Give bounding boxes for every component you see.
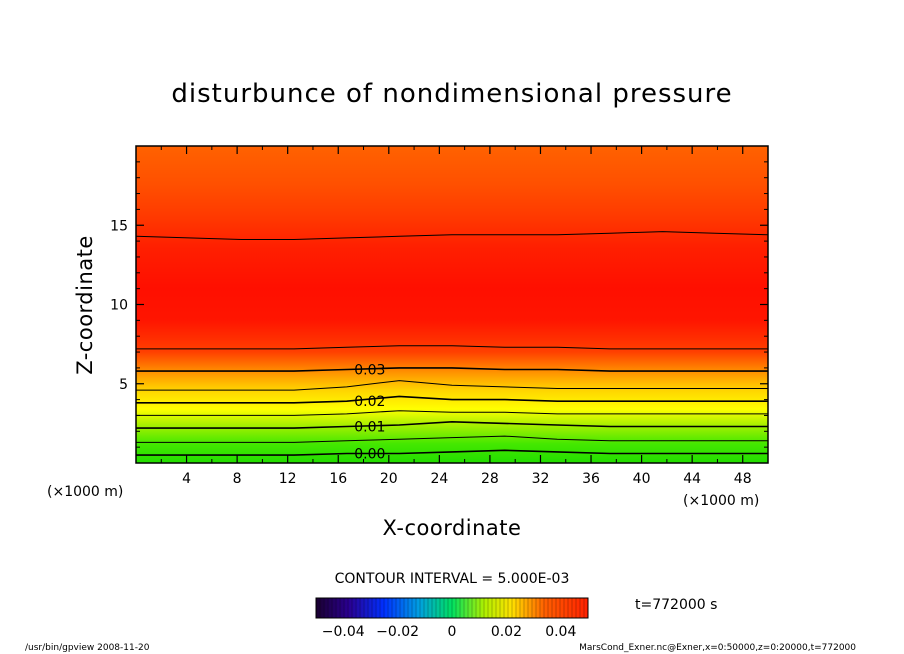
- x-tick-label: 48: [734, 471, 752, 487]
- contour-line: [136, 449, 768, 456]
- contour-line: [136, 435, 768, 443]
- colorbar-tick-label: 0.02: [491, 624, 522, 640]
- colorbar-tick-label: 0: [448, 624, 457, 640]
- contour-interval-label: CONTOUR INTERVAL = 5.000E-03: [335, 571, 570, 587]
- contour-line: [136, 395, 768, 404]
- y-axis-title: Z-coordinate: [73, 235, 97, 375]
- time-label: t=772000 s: [635, 597, 717, 613]
- x-tick-label: 8: [233, 471, 242, 487]
- contour-line: [135, 231, 769, 240]
- x-tick-label: 16: [329, 471, 347, 487]
- x-tick-label: 28: [481, 471, 499, 487]
- contour-line: [136, 380, 768, 391]
- x-tick-label: 12: [279, 471, 297, 487]
- x-unit-label: (×1000 m): [683, 493, 759, 509]
- footer-right: MarsCond_Exner.nc@Exner,x=0:50000,z=0:20…: [579, 643, 856, 653]
- colorbar-tick-label: 0.04: [545, 624, 576, 640]
- contour-labels: 0.00 0.01 0.02 0.03: [354, 362, 385, 462]
- contour-line: [136, 420, 768, 429]
- colorbar-tick-label: −0.02: [376, 624, 419, 640]
- x-tick-label: 4: [182, 471, 191, 487]
- x-tick-label: 36: [582, 471, 600, 487]
- x-tick-label: 20: [380, 471, 398, 487]
- colorbar-tick-label: −0.04: [322, 624, 365, 640]
- y-unit-label: (×1000 m): [47, 484, 123, 500]
- x-axis-title: X-coordinate: [383, 516, 522, 540]
- contour-label: 0.03: [354, 362, 385, 378]
- contour-label: 0.01: [354, 420, 385, 436]
- x-tick-label: 32: [532, 471, 550, 487]
- chart-title: disturbunce of nondimensional pressure: [171, 79, 732, 109]
- y-tick-label: 15: [110, 218, 128, 234]
- contour-lines: [135, 231, 769, 456]
- x-tick-label: 24: [430, 471, 448, 487]
- footer-left: /usr/bin/gpview 2008-11-20: [25, 643, 150, 653]
- contour-label: 0.00: [354, 446, 385, 462]
- y-tick-label: 10: [110, 298, 128, 314]
- contour-field: [136, 146, 768, 463]
- x-tick-label: 40: [633, 471, 651, 487]
- contour-line: [136, 367, 768, 372]
- contour-label: 0.02: [354, 394, 385, 410]
- contour-line: [136, 345, 768, 350]
- colorbar-stripes: [319, 598, 585, 618]
- contour-line: [136, 410, 768, 416]
- colorbar-ticks: −0.04 −0.02 0 0.02 0.04: [322, 624, 577, 640]
- y-tick-label: 5: [119, 377, 128, 393]
- x-tick-label: 44: [683, 471, 701, 487]
